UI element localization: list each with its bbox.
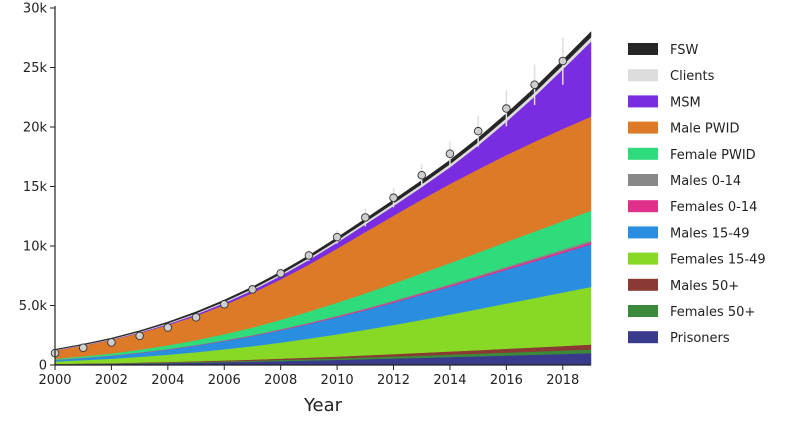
x-tick-label: 2002: [95, 373, 128, 388]
legend-swatch-females-15-49: [628, 252, 658, 265]
legend: FSW Clients MSM Male PWID Female PWID Males 0…: [628, 43, 766, 346]
legend-swatch-msm: [628, 95, 658, 108]
x-tick-label: 2010: [321, 373, 354, 388]
data-point: [558, 56, 568, 66]
data-point: [530, 80, 539, 90]
legend-swatch-female-pwid: [628, 147, 658, 160]
y-tick-label: 25k: [23, 61, 48, 76]
y-tick-label: 15k: [23, 180, 48, 195]
legend-swatch-fsw: [628, 43, 658, 55]
y-tick-label: 10k: [23, 240, 48, 255]
x-tick-label: 2000: [38, 373, 71, 388]
legend-swatch-males-50: [628, 278, 658, 291]
data-point: [248, 285, 257, 294]
data-point: [220, 300, 229, 309]
legend-label-males-50: Males 50+: [670, 279, 739, 294]
data-point: [473, 126, 483, 136]
data-point: [332, 232, 342, 242]
data-point: [163, 323, 173, 332]
points-layer: [50, 56, 568, 358]
area-fsw: [54, 31, 592, 351]
data-point: [361, 213, 370, 222]
data-point: [502, 104, 511, 113]
legend-swatch-male-pwid: [628, 121, 658, 134]
x-axis-title: Year: [303, 395, 343, 416]
data-point: [276, 269, 285, 278]
legend-swatch-females-50: [628, 305, 658, 317]
data-point: [107, 338, 116, 347]
legend-label-males-15-49: Males 15-49: [670, 226, 749, 241]
data-point: [417, 170, 426, 180]
legend-swatch-prisoners: [628, 331, 658, 344]
legend-label-male-pwid: Male PWID: [670, 122, 739, 137]
y-tick-label: 30k: [23, 2, 48, 17]
legend-swatch-males-15-49: [628, 226, 658, 239]
legend-swatch-clients: [628, 69, 658, 82]
axes-layer: 0 5.0k 10k 15k 20k 25k 30k 2000 2002 2004 2006 2008…: [19, 2, 591, 416]
legend-label-prisoners: Prisoners: [670, 331, 730, 346]
legend-label-females-15-49: Females 15-49: [670, 253, 766, 268]
y-tick-label: 0: [39, 359, 47, 374]
data-point: [78, 343, 88, 352]
data-point: [389, 193, 398, 203]
data-point: [135, 331, 144, 341]
y-tick-label: 5.0k: [19, 299, 48, 314]
x-tick-label: 2016: [490, 373, 523, 388]
legend-label-females-50: Females 50+: [670, 305, 755, 320]
legend-label-females-0-14: Females 0-14: [670, 200, 757, 215]
y-tick-label: 20k: [23, 121, 48, 136]
x-tick-label: 2004: [151, 373, 184, 388]
legend-swatch-females-0-14: [628, 200, 658, 213]
legend-label-clients: Clients: [670, 69, 715, 84]
data-point: [445, 149, 455, 159]
x-tick-label: 2006: [208, 373, 241, 388]
data-point: [304, 251, 314, 260]
legend-swatch-males-0-14: [628, 174, 658, 186]
data-point: [191, 313, 201, 322]
legend-label-males-0-14: Males 0-14: [670, 174, 741, 189]
legend-label-fsw: FSW: [670, 43, 699, 58]
areas-layer: [54, 31, 592, 366]
legend-label-female-pwid: Female PWID: [670, 148, 756, 163]
x-tick-label: 2012: [377, 373, 410, 388]
x-tick-label: 2008: [264, 373, 297, 388]
legend-label-msm: MSM: [670, 95, 701, 110]
x-tick-label: 2018: [546, 373, 579, 388]
x-tick-label: 2014: [433, 373, 466, 388]
